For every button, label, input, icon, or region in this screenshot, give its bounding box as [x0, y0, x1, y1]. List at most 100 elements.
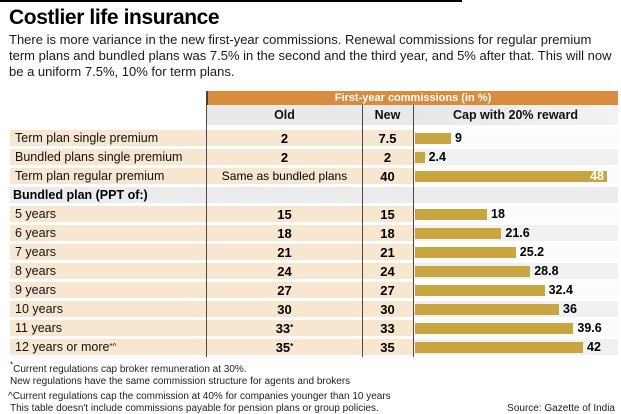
- table-header-title: First-year commissions (in %): [207, 91, 618, 105]
- cap-bar-cell: 21.6: [413, 225, 618, 241]
- cap-bar-cell: 32.4: [413, 282, 618, 298]
- row-label: 8 years: [10, 263, 207, 279]
- cap-bar-value: 28.8: [534, 264, 559, 278]
- row-label: Term plan single premium: [10, 130, 207, 146]
- footnote-text: Current regulations cap the commission a…: [12, 391, 391, 402]
- cap-bar-value: 2.4: [428, 150, 446, 164]
- table-row: 5 years 15 15 18: [10, 206, 618, 222]
- cap-bar-cell: 39.6: [413, 320, 618, 336]
- new-value: 18: [362, 225, 413, 241]
- table-row: 12 years or more *^ 35 * 35 42: [10, 339, 618, 355]
- cap-bar-cell: 36: [413, 301, 618, 317]
- cap-bar: [415, 341, 583, 353]
- old-value: 35 *: [207, 339, 362, 355]
- footnote-line: New regulations have the same commission…: [8, 376, 615, 388]
- table-rows: Term plan single premium 2 7.5 9 Bundled pla…: [10, 130, 618, 355]
- row-label: Term plan regular premium: [10, 168, 207, 184]
- row-label: 12 years or more *^: [10, 339, 207, 355]
- row-label: 10 years: [10, 301, 207, 317]
- table-row: 11 years 33 * 33 39.6: [10, 320, 618, 336]
- cap-bar-cell: 9: [413, 130, 618, 146]
- cap-bar-value: 21.6: [505, 226, 530, 240]
- new-value: 21: [362, 244, 413, 260]
- new-value: 7.5: [362, 130, 413, 146]
- cap-bar: 48: [415, 169, 607, 183]
- footnote-text: Current regulations cap broker remunerat…: [13, 364, 247, 375]
- new-value: 27: [362, 282, 413, 298]
- top-rule: [0, 0, 462, 2]
- cap-bar-value: 39.6: [577, 321, 602, 335]
- old-value: 21: [207, 244, 362, 260]
- cap-bar: [415, 322, 574, 334]
- table-row: Term plan single premium 2 7.5 9: [10, 130, 618, 146]
- new-value: 15: [362, 206, 413, 222]
- source-credit: Source: Gazette of India: [507, 403, 615, 414]
- new-value: 35: [362, 339, 413, 355]
- cap-bar: [415, 246, 516, 258]
- row-label: 7 years: [10, 244, 207, 260]
- cap-bar-value: 36: [563, 302, 577, 316]
- table-row: 7 years 21 21 25.2: [10, 244, 618, 260]
- old-value: 15: [207, 206, 362, 222]
- cap-bar-cell: 42: [413, 339, 618, 355]
- table-row: Bundled plans single premium 2 2 2.4: [10, 149, 618, 165]
- cap-bar-cell: 28.8: [413, 263, 618, 279]
- cap-bar: [415, 227, 502, 239]
- old-value: 2: [207, 130, 362, 146]
- row-label: 6 years: [10, 225, 207, 241]
- divider-new-cap: [413, 105, 414, 357]
- footnotes: *Current regulations cap broker remunera…: [8, 360, 615, 414]
- cap-bar: [415, 132, 451, 144]
- new-value: 33: [362, 320, 413, 336]
- footnote-marker: *: [10, 360, 14, 370]
- new-value: 40: [362, 168, 413, 184]
- table-row: 10 years 30 30 36: [10, 301, 618, 317]
- divider-label-old: [206, 91, 207, 357]
- cap-bar-cell: 18: [413, 206, 618, 222]
- old-value: 24: [207, 263, 362, 279]
- subtitle-paragraph: There is more variance in the new first-…: [9, 32, 612, 79]
- table-row: 8 years 24 24 28.8: [10, 263, 618, 279]
- table-header-band: First-year commissions (in %): [10, 91, 618, 105]
- footnote-line: *Current regulations cap broker remunera…: [8, 360, 615, 376]
- old-value: 27: [207, 282, 362, 298]
- new-value: 24: [362, 263, 413, 279]
- footnote-text: New regulations have the same commission…: [10, 376, 351, 387]
- old-value: 30: [207, 301, 362, 317]
- row-label: 11 years: [10, 320, 207, 336]
- cap-bar: [415, 151, 425, 163]
- cap-bar-value: 25.2: [519, 245, 545, 259]
- cap-bar-value: 32.4: [548, 283, 573, 297]
- old-value: 18: [207, 225, 362, 241]
- cap-bar-value: 18: [491, 207, 505, 221]
- footnote-text: This table doesn't include commissions p…: [10, 403, 379, 414]
- old-value: 2: [207, 149, 362, 165]
- cap-bar-value: 48: [590, 169, 604, 183]
- footnote-marker: ^: [8, 391, 13, 402]
- table-group-row: Bundled plan (PPT of:): [10, 187, 618, 203]
- column-header-row: Old New Cap with 20% reward: [10, 105, 618, 125]
- old-value: 33 *: [207, 320, 362, 336]
- divider-old-new: [362, 105, 363, 357]
- page-title: Costlier life insurance: [9, 6, 220, 29]
- table-row: 6 years 18 18 21.6: [10, 225, 618, 241]
- footnote-line: ^Current regulations cap the commission …: [8, 391, 615, 403]
- row-label: 5 years: [10, 206, 207, 222]
- group-row-label: Bundled plan (PPT of:): [10, 187, 618, 203]
- cap-bar: [415, 284, 545, 296]
- table-row: Term plan regular premium Same as bundled…: [10, 168, 618, 184]
- column-header-spacer: [10, 105, 207, 125]
- old-value: Same as bundled plans: [207, 168, 362, 184]
- footnote-line: This table doesn't include commissions p…: [8, 403, 615, 414]
- new-value: 2: [362, 149, 413, 165]
- cap-bar-value: 9: [455, 131, 462, 145]
- column-header-old: Old: [207, 105, 362, 125]
- cap-bar: [415, 208, 487, 220]
- cap-bar-value: 42: [587, 340, 601, 354]
- cap-bar-cell: 25.2: [413, 244, 618, 260]
- cap-bar-cell: 2.4: [413, 149, 618, 165]
- column-header-new: New: [362, 105, 413, 125]
- cap-bar-cell: 48: [413, 168, 618, 184]
- table-row: 9 years 27 27 32.4: [10, 282, 618, 298]
